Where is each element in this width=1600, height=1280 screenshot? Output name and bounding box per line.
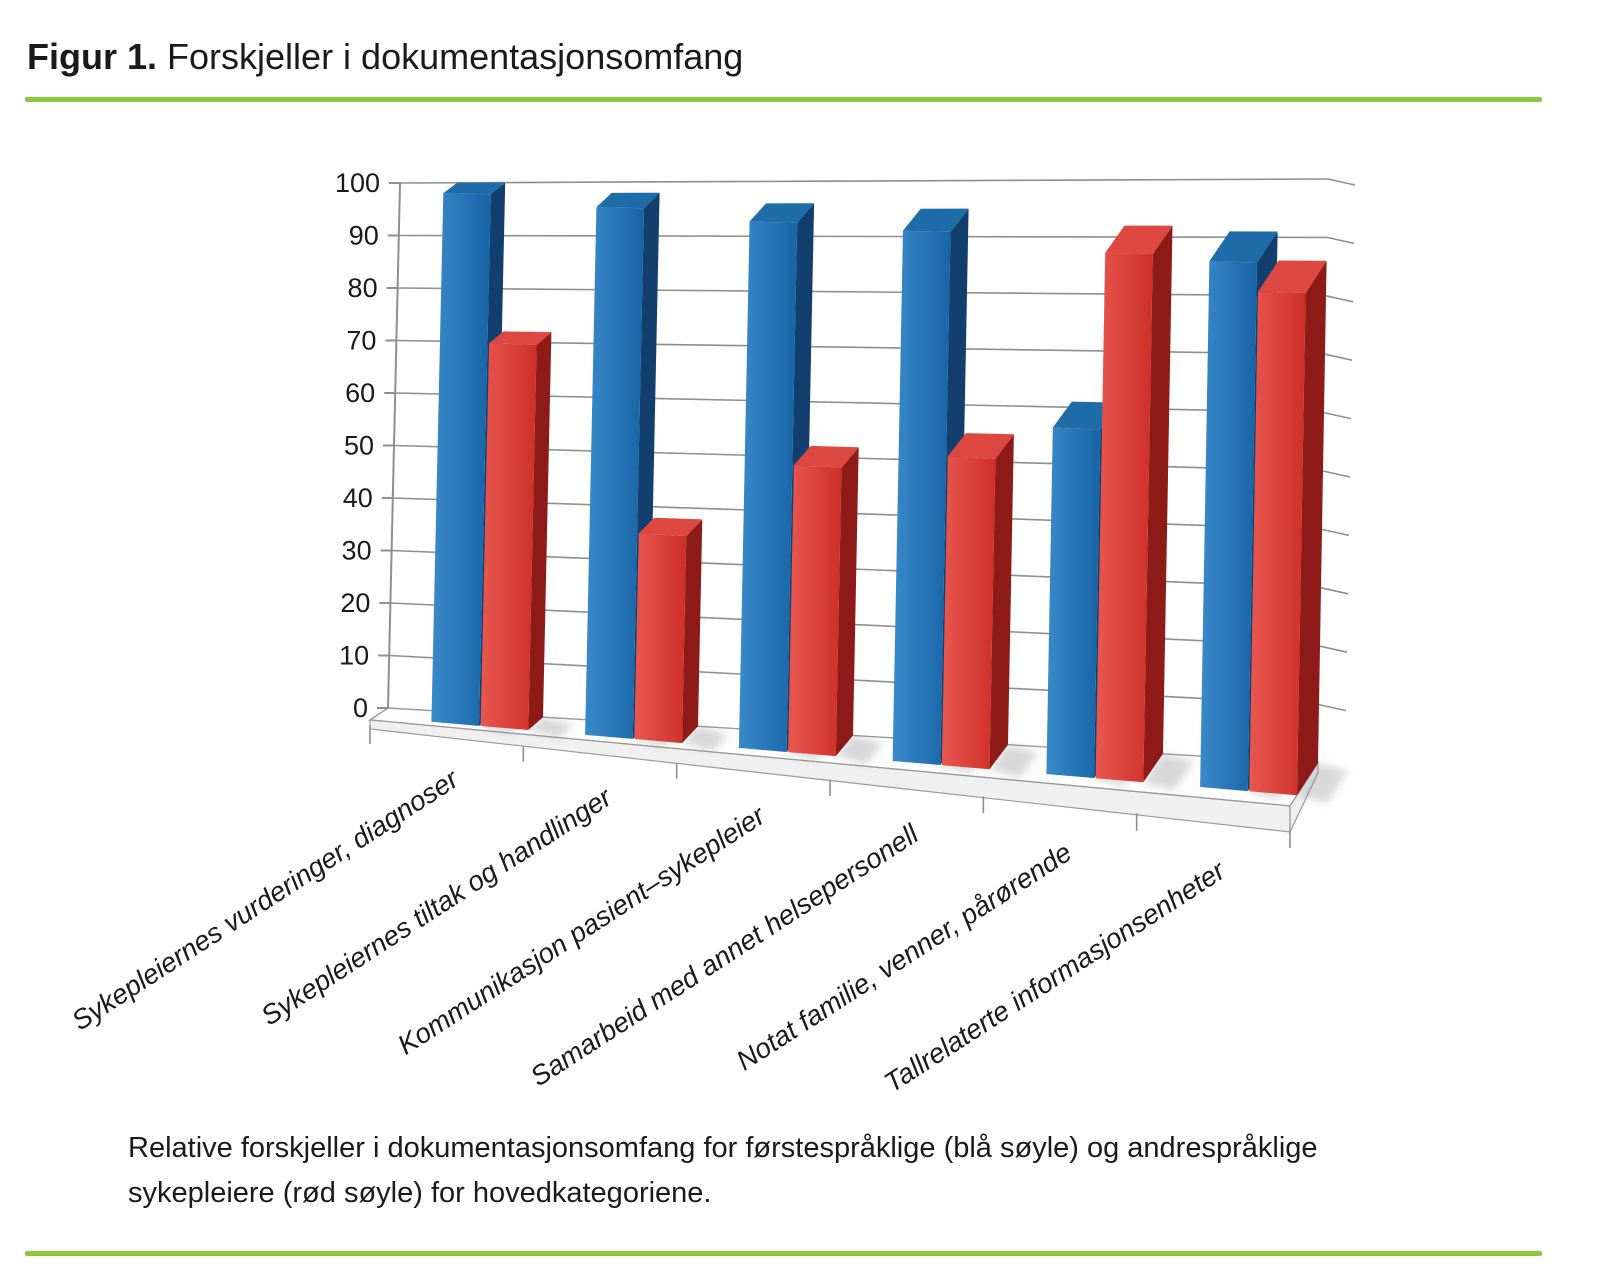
bar-side-face [835, 447, 859, 757]
bar-front-face [585, 207, 644, 739]
bar-top-face [947, 433, 1014, 459]
bar-top-face [749, 203, 815, 223]
bar-top-face [1209, 231, 1278, 263]
bar-shadow [1297, 763, 1348, 804]
bottom-green-rule [25, 1251, 1542, 1256]
top-green-rule [25, 97, 1542, 102]
y-tick-label-90: 90 [349, 221, 379, 251]
bar-top-face [443, 182, 506, 195]
category-label-1: Sykepleiernes vurderinger, diagnoser [66, 762, 465, 1036]
bar-side-face [528, 332, 552, 730]
bar-red-cat3 [788, 445, 883, 765]
bar-shadow [682, 726, 728, 752]
bar-front-face [738, 221, 798, 752]
bar-top-face [489, 331, 552, 345]
bars [431, 182, 1348, 804]
y-tick-label-40: 40 [343, 483, 373, 513]
y-tick-label-70: 70 [346, 326, 376, 356]
y-tick-label-30: 30 [342, 536, 372, 566]
figure-caption: Relative forskjeller i dokumentasjonsomf… [128, 1126, 1388, 1216]
gridline-100 [399, 178, 1329, 184]
value-axis [377, 182, 401, 709]
gridline-ext-80 [1325, 295, 1354, 303]
figure-label: Figur 1. [27, 36, 158, 77]
gridline-ext-70 [1324, 353, 1353, 361]
gridline-90 [398, 234, 1328, 239]
gridline-ext-40 [1321, 528, 1350, 537]
bar-top-face [903, 208, 969, 232]
bar-red-cat4 [941, 433, 1038, 778]
bar-shadow [1143, 753, 1193, 791]
bar-shadow [528, 717, 573, 738]
bar-front-face [1249, 291, 1306, 796]
bar-red-cat5 [1095, 225, 1193, 791]
bar-red-cat6 [1249, 260, 1348, 804]
gridline-ext-100 [1327, 178, 1356, 186]
bar-front-face [480, 343, 537, 730]
bar-side-face [1143, 225, 1173, 783]
bar-front-face [788, 465, 842, 757]
y-tick-label-10: 10 [339, 641, 369, 671]
bar-top-face [596, 192, 660, 209]
gridline-80 [397, 287, 1327, 297]
bar-top-face [793, 445, 859, 468]
bar-side-face [1297, 260, 1327, 796]
bar-front-face [1200, 261, 1257, 792]
bar-top-face [1105, 225, 1173, 254]
bar-front-face [892, 230, 951, 765]
category-label-2: Sykepleiernes tiltak og handlinger [255, 780, 618, 1031]
bar-shadow [835, 735, 883, 765]
gridline-ext-20 [1319, 645, 1348, 653]
bar-red-cat2 [634, 517, 728, 752]
bar-top-face [638, 517, 703, 537]
gridline-ext-60 [1323, 411, 1352, 420]
bar-front-face [634, 533, 687, 744]
bar-red-cat1 [480, 331, 573, 738]
y-tick-label-100: 100 [335, 168, 380, 198]
gridline-ext-10 [1318, 703, 1347, 712]
bar-shadow [989, 744, 1038, 778]
bar-front-face [1095, 252, 1153, 783]
bar-front-face [431, 193, 491, 726]
category-label-4: Samarbeid med annet helsepersonell [525, 818, 925, 1093]
gridline-ext-30 [1320, 587, 1349, 595]
category-label-6: Tallrelaterte informasjonsenheter [878, 854, 1231, 1099]
caption-line-1: Relative forskjeller i dokumentasjonsomf… [128, 1132, 1318, 1164]
bar-front-face [941, 456, 996, 770]
bar-side-face [989, 434, 1014, 770]
category-label-5: Notat familie, venner, pårørende [731, 836, 1077, 1076]
figure-title-text: Forskjeller i dokumentasjonsomfang [167, 36, 744, 77]
bar-side-face [682, 519, 703, 744]
bar-front-face [1046, 427, 1101, 778]
figure-title: Figur 1. Forskjeller i dokumentasjonsomf… [27, 36, 743, 78]
y-tick-label-80: 80 [348, 273, 378, 303]
gridline-ext-90 [1326, 236, 1355, 245]
y-tick-label-0: 0 [353, 693, 368, 723]
y-tick-label-20: 20 [340, 588, 370, 618]
y-tick-label-60: 60 [345, 378, 375, 408]
y-tick-label-50: 50 [344, 431, 374, 461]
bar-top-face [1258, 260, 1327, 293]
category-label-3: Kommunikasjon pasient–sykepleier [392, 799, 772, 1061]
gridline-ext-50 [1322, 470, 1351, 478]
caption-line-2: sykepleiere (rød søyle) for hovedkategor… [128, 1177, 712, 1209]
